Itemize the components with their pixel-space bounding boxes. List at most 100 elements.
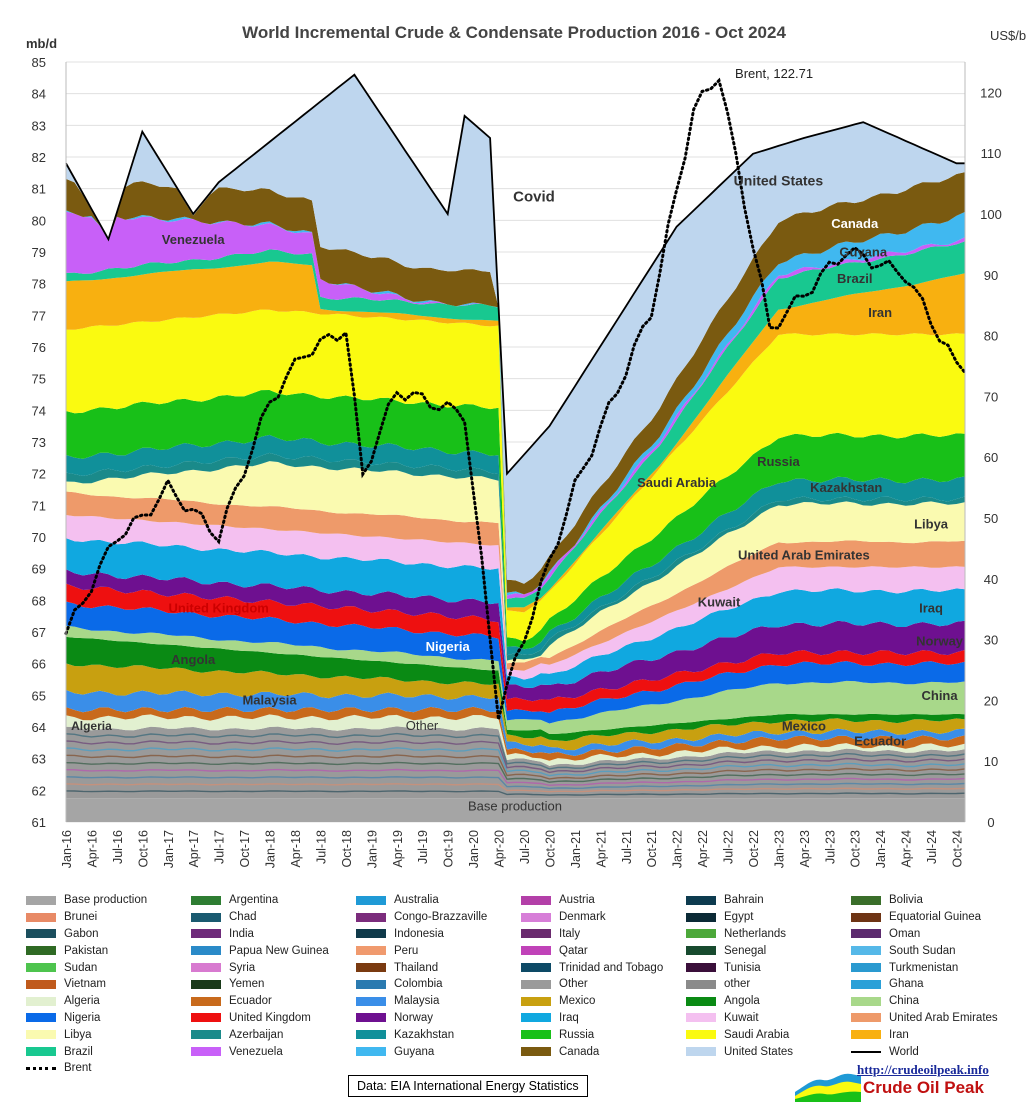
legend-item: Thailand	[356, 959, 521, 976]
brent-peak-annotation: Brent, 122.71	[735, 66, 813, 81]
legend-swatch	[521, 963, 551, 973]
legend-label: Malaysia	[394, 995, 440, 1008]
legend-label: South Sudan	[889, 944, 956, 957]
y-right-tick-label: 10	[984, 754, 998, 769]
area-saudi-arabia	[66, 309, 965, 642]
legend-label: Senegal	[724, 944, 767, 957]
legend-label: Angola	[724, 995, 760, 1008]
legend-item: Kazakhstan	[356, 1026, 521, 1043]
area-label: Libya	[914, 516, 949, 531]
legend-item: Iraq	[521, 1010, 686, 1027]
logo-url-link[interactable]: http://crudeoilpeak.info	[857, 1062, 989, 1077]
legend-swatch	[686, 963, 716, 973]
legend-swatch	[851, 946, 881, 956]
legend-label: Kuwait	[724, 1011, 759, 1024]
legend-item: Indonesia	[356, 926, 521, 943]
legend-item: Brent	[26, 1060, 191, 1077]
legend-label: Turkmenistan	[889, 961, 959, 974]
area-label: Kuwait	[698, 594, 741, 609]
area-malaysia	[66, 689, 965, 756]
legend-label: Argentina	[229, 894, 279, 907]
x-tick-label: Oct-23	[849, 830, 863, 868]
legend-item: Gabon	[26, 926, 191, 943]
legend-item: Australia	[356, 892, 521, 909]
area-united-states	[66, 74, 965, 584]
y-left-tick-label: 70	[32, 530, 46, 545]
legend-label: Kazakhstan	[394, 1028, 455, 1041]
base-production-label: Base production	[468, 798, 562, 813]
legend-label: Nigeria	[64, 1011, 101, 1024]
y-right-tick-label: 90	[984, 268, 998, 283]
chart-title: World Incremental Crude & Condensate Pro…	[242, 23, 786, 42]
y-left-tick-label: 79	[32, 245, 46, 260]
small-producer-stripe	[65, 776, 966, 790]
legend-item: Argentina	[191, 892, 356, 909]
legend-swatch	[356, 912, 386, 922]
area-label: China	[921, 688, 958, 703]
y-left-tick-label: 68	[32, 593, 46, 608]
legend-item: Brazil	[26, 1043, 191, 1060]
area-russia	[66, 390, 965, 650]
area-label: Guyana	[839, 245, 887, 260]
legend-swatch	[191, 963, 221, 973]
legend-item: Tunisia	[686, 959, 851, 976]
legend-label: Guyana	[394, 1045, 435, 1058]
x-tick-label: Jan-20	[467, 830, 481, 868]
area-united-kingdom	[66, 583, 965, 713]
x-tick-label: Jul-21	[620, 830, 634, 864]
y-right-tick-label: 20	[984, 693, 998, 708]
x-tick-label: Oct-22	[747, 830, 761, 868]
y-right-tick-label: 100	[980, 207, 1002, 222]
y-left-tick-label: 74	[32, 403, 46, 418]
legend-item: Netherlands	[686, 926, 851, 943]
crude-oil-peak-logo[interactable]: http://crudeoilpeak.info Crude Oil Peak	[795, 1062, 1010, 1102]
legend-label: Thailand	[394, 961, 439, 974]
legend-swatch	[191, 979, 221, 989]
x-tick-label: Jan-19	[365, 830, 379, 868]
legend-label: United Kingdom	[229, 1011, 311, 1024]
x-tick-label: Jan-18	[264, 830, 278, 868]
x-tick-label: Jul-17	[213, 830, 227, 864]
legend-item: China	[851, 993, 1016, 1010]
area-united-arab-emirates	[66, 491, 965, 671]
x-tick-label: Jan-24	[874, 830, 888, 868]
x-tick-label: Apr-22	[696, 830, 710, 868]
y-right-tick-label: 40	[984, 572, 998, 587]
area-iran	[66, 261, 965, 613]
world-line	[65, 73, 965, 476]
x-tick-label: Apr-18	[289, 830, 303, 868]
legend-item: other	[686, 976, 851, 993]
legend-swatch	[686, 979, 716, 989]
x-tick-label: Jul-24	[925, 830, 939, 864]
legend-swatch	[686, 946, 716, 956]
legend-label: Qatar	[559, 944, 588, 957]
y-left-tick-label: 84	[32, 87, 46, 102]
legend-label: Chad	[229, 911, 257, 924]
legend-item: World	[851, 1043, 1016, 1060]
legend-label: Azerbaijan	[229, 1028, 284, 1041]
area-algeria	[66, 714, 965, 766]
y-right-tick-label: 60	[984, 450, 998, 465]
legend-item: Saudi Arabia	[686, 1026, 851, 1043]
legend-swatch	[26, 895, 56, 905]
legend-swatch	[191, 929, 221, 939]
legend-label: Equatorial Guinea	[889, 911, 982, 924]
legend-swatch	[191, 912, 221, 922]
legend-swatch	[851, 1050, 881, 1053]
legend-item: Peru	[356, 942, 521, 959]
legend-swatch	[356, 1047, 386, 1057]
legend-item: Italy	[521, 926, 686, 943]
legend-item: Egypt	[686, 909, 851, 926]
legend-label: Colombia	[394, 978, 443, 991]
legend-label: Brunei	[64, 911, 98, 924]
area-iraq	[66, 538, 965, 688]
legend-item: Colombia	[356, 976, 521, 993]
legend-label: Ghana	[889, 978, 924, 991]
legend-item: Kuwait	[686, 1010, 851, 1027]
legend-item: Mexico	[521, 993, 686, 1010]
area-label: United States	[734, 173, 824, 189]
legend-item: Yemen	[191, 976, 356, 993]
y-left-tick-label: 64	[32, 720, 46, 735]
area-label: Venezuela	[162, 232, 226, 247]
area-label: Iran	[868, 305, 892, 320]
